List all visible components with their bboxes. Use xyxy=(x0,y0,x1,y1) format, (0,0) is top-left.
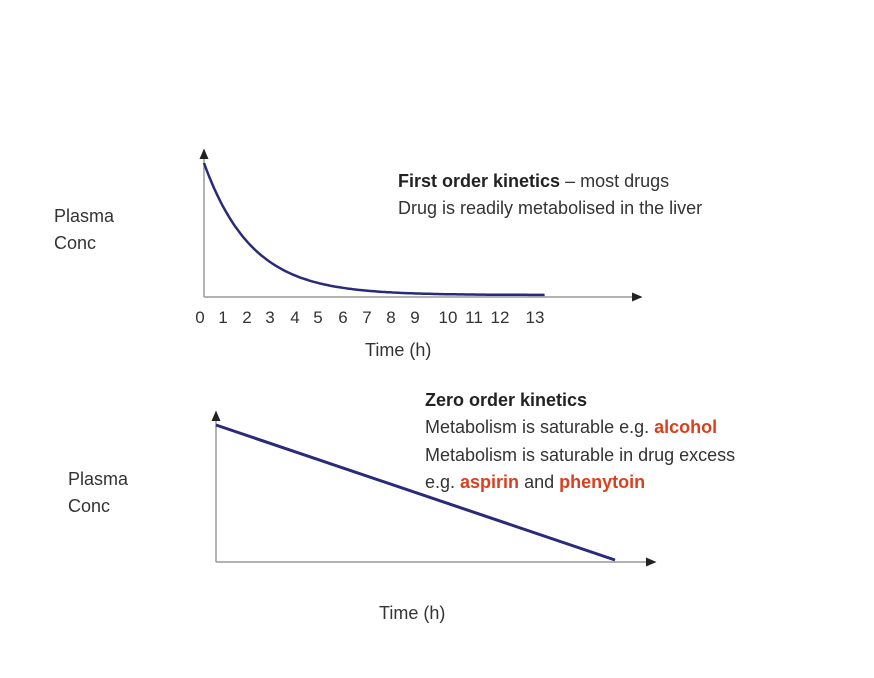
x-tick-label: 13 xyxy=(526,308,545,327)
x-tick-label: 4 xyxy=(290,308,299,327)
y-label-plasma: Plasma xyxy=(68,469,129,489)
text: Metabolism is saturable e.g. xyxy=(425,417,654,437)
zero-order-title: Zero order kinetics xyxy=(425,390,587,410)
x-axis-label: Time (h) xyxy=(365,340,431,360)
x-tick-label: 9 xyxy=(410,308,419,327)
x-tick-label: 0 xyxy=(195,308,204,327)
x-tick-label: 5 xyxy=(313,308,322,327)
zero-order-line2: Metabolism is saturable e.g. alcohol xyxy=(425,417,717,437)
phenytoin-highlight: phenytoin xyxy=(559,472,645,492)
zero-order-chart: Plasma Conc Time (h) Zero order kinetics… xyxy=(68,390,735,623)
text: and xyxy=(519,472,559,492)
y-label-conc: Conc xyxy=(54,233,96,253)
first-order-title: First order kinetics – most drugs xyxy=(398,171,669,191)
x-tick-label: 11 xyxy=(465,308,483,327)
alcohol-highlight: alcohol xyxy=(654,417,717,437)
title-suffix: – most drugs xyxy=(560,171,669,191)
y-label-plasma: Plasma xyxy=(54,206,115,226)
x-tick-label: 7 xyxy=(362,308,371,327)
x-tick-label: 8 xyxy=(386,308,395,327)
first-order-desc: Drug is readily metabolised in the liver xyxy=(398,198,702,218)
x-tick-label: 1 xyxy=(218,308,227,327)
x-tick-label: 2 xyxy=(242,308,251,327)
y-label-conc: Conc xyxy=(68,496,110,516)
title-bold: First order kinetics xyxy=(398,171,560,191)
decay-curve xyxy=(202,162,545,297)
linear-decline-line xyxy=(215,423,616,562)
zero-order-line3: Metabolism is saturable in drug excess xyxy=(425,445,735,465)
x-tick-label: 10 xyxy=(439,308,458,327)
x-tick-label: 3 xyxy=(265,308,274,327)
x-tick-label: 6 xyxy=(338,308,347,327)
first-order-chart: 0 1 2 3 4 5 6 7 8 9 10 11 12 13 Plasma Conc Time (h) … xyxy=(54,148,702,360)
zero-order-line4: e.g. aspirin and phenytoin xyxy=(425,472,645,492)
text: e.g. xyxy=(425,472,460,492)
x-tick-label: 12 xyxy=(491,308,510,327)
x-axis-label: Time (h) xyxy=(379,603,445,623)
aspirin-highlight: aspirin xyxy=(460,472,519,492)
